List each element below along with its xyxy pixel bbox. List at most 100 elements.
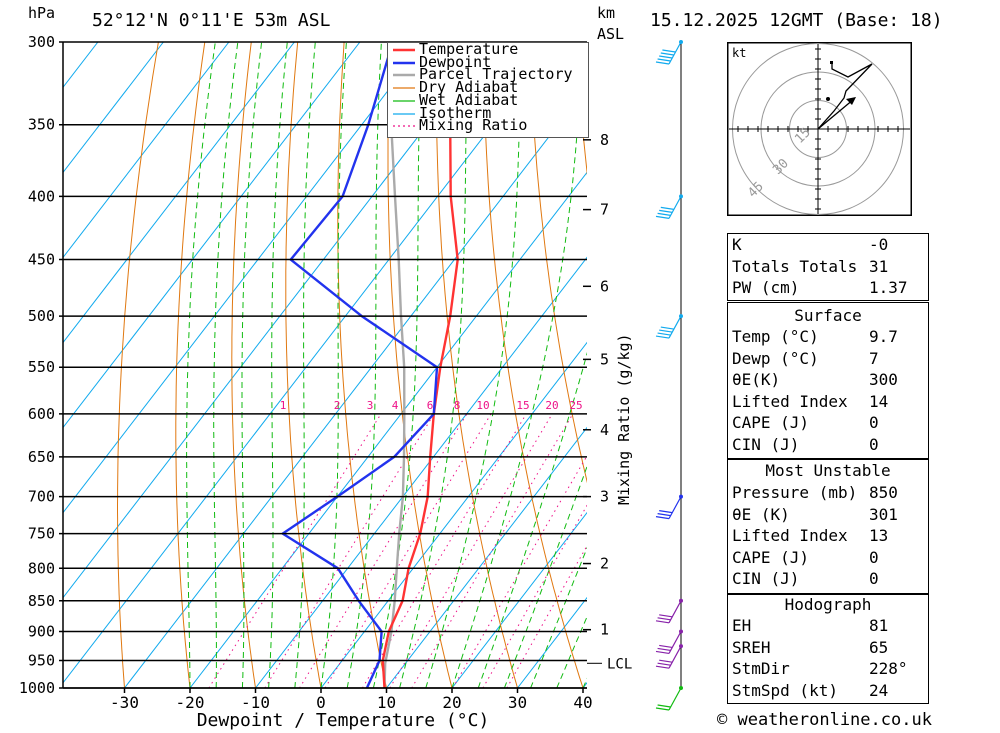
isotherm-line	[63, 42, 361, 429]
hodograph-param-label: StmSpd (kt)	[732, 680, 838, 700]
mixing-ratio-label: 20	[545, 399, 558, 412]
pressure-tick-label: 550	[28, 358, 55, 376]
x-tick-label: 20	[442, 693, 461, 712]
legend-swatch	[393, 87, 415, 89]
mixing-ratio-label: 1	[280, 399, 287, 412]
isotherm-line	[189, 171, 587, 688]
dry-adiabat	[716, 42, 720, 688]
legend-item: Parcel Trajectory	[388, 65, 588, 83]
surface-label: CAPE (J)	[732, 413, 810, 433]
hodograph-point	[826, 97, 830, 101]
legend-label: Temperature	[419, 40, 519, 58]
hodograph-param-value: 65	[869, 637, 889, 657]
isotherm-line	[255, 256, 587, 688]
hodograph-param-row: EH 81	[728, 615, 928, 637]
km-tick-label: 8	[600, 131, 609, 149]
tt-row: Totals Totals 31	[728, 256, 928, 278]
storm-motion-arrowhead	[846, 97, 856, 105]
isotherm-line	[451, 511, 587, 688]
surface-row: Lifted Index 14	[728, 391, 928, 413]
surface-value: 300	[869, 370, 898, 390]
dry-adiabat	[669, 42, 720, 688]
km-tick-label: 3	[600, 488, 609, 506]
mixing-ratio-label: 6	[427, 399, 434, 412]
legend-label: Isotherm	[419, 103, 492, 122]
pressure-tick-label: 600	[28, 405, 55, 423]
plot-area	[63, 42, 720, 688]
surface-label: Temp (°C)	[732, 327, 819, 346]
pressure-tick-label: 700	[28, 488, 55, 506]
most-unstable-title: Most Unstable	[765, 461, 891, 480]
parcel-trajectory	[383, 42, 406, 688]
isotherm-line	[63, 42, 164, 174]
mixing-ratio-label: 8	[454, 399, 461, 412]
pressure-tick-label: 450	[28, 251, 55, 269]
surface-label: CIN (J)	[732, 434, 800, 454]
surface-label: Dewp (°C)	[732, 348, 819, 368]
surface-label: Lifted Index	[732, 391, 848, 411]
most-unstable-label: Lifted Index	[732, 526, 848, 546]
surface-title: Surface	[794, 306, 862, 325]
isotherm-line	[124, 86, 587, 688]
pressure-tick-label: 300	[28, 33, 55, 51]
mixing-ratio-label: 2	[334, 399, 341, 412]
mixing-ratio-axis-label: Mixing Ratio (g/kg)	[615, 333, 633, 505]
dry-adiabat	[575, 42, 587, 176]
indices-box: K -0 Totals Totals 31 PW (cm) 1.37	[727, 233, 929, 301]
isotherm-line	[63, 42, 426, 514]
mixing-ratio-label: 15	[516, 399, 529, 412]
pressure-tick-label: 1000	[19, 679, 55, 697]
pressure-tick-label: 750	[28, 525, 55, 543]
wind-barb	[655, 315, 682, 339]
legend-label: Mixing Ratio	[419, 116, 528, 135]
surface-row: CAPE (J) 0	[728, 412, 928, 434]
legend-box: Temperature Dewpoint Parcel Trajectory Dry …	[387, 40, 589, 138]
most-unstable-row: CIN (J) 0	[728, 568, 928, 590]
km-tick-label: 5	[600, 350, 609, 368]
dry-adiabat	[623, 42, 720, 688]
dry-adiabat	[175, 42, 206, 688]
pressure-tick-label: 400	[28, 187, 55, 205]
most-unstable-label: θE (K)	[732, 504, 790, 524]
pressure-unit: hPa	[28, 4, 56, 22]
most-unstable-row: Pressure (mb) 850	[728, 482, 928, 504]
legend-item: Dry Adiabat	[388, 78, 588, 97]
dry-adiabat	[117, 42, 159, 688]
pressure-tick-label: 850	[28, 592, 55, 610]
surface-row: Dewp (°C) 7	[728, 348, 928, 370]
wind-barb	[655, 600, 682, 624]
hodograph-param-label: StmDir	[732, 659, 790, 679]
skewt-chart: 3003504004505005506006507007508008509009…	[19, 33, 720, 731]
isotherm-line	[714, 42, 720, 688]
surface-row: CIN (J) 0	[728, 434, 928, 456]
most-unstable-value: 301	[869, 504, 898, 524]
surface-value: 0	[869, 434, 879, 454]
wind-barb	[655, 645, 682, 669]
most-unstable-label: CAPE (J)	[732, 547, 810, 567]
tt-value: 31	[869, 256, 889, 276]
mixing-ratio-label: 4	[392, 399, 399, 412]
legend-item: Isotherm	[388, 103, 588, 122]
hodograph-param-label: EH	[732, 616, 752, 635]
hodograph-param-row: StmDir 228°	[728, 658, 928, 680]
pressure-tick-label: 900	[28, 622, 55, 640]
wet-adiabat	[503, 465, 587, 688]
km-tick-label: 7	[600, 201, 609, 219]
most-unstable-row: Lifted Index 13	[728, 525, 928, 547]
hodograph-param-value: 24	[869, 680, 889, 700]
legend-label: Wet Adiabat	[419, 90, 519, 109]
hodograph-param-value: 228°	[869, 659, 908, 679]
hodograph-top-marker	[830, 61, 833, 64]
hodograph-param-label: SREH	[732, 637, 771, 657]
hodograph-unit: kt	[732, 46, 746, 60]
legend-label: Dry Adiabat	[419, 78, 519, 97]
pressure-tick-label: 800	[28, 559, 55, 577]
mixing-ratio-line	[324, 413, 492, 688]
dry-adiabat	[482, 42, 584, 688]
isotherm-line	[63, 42, 492, 599]
hodograph-table-title: Hodograph	[784, 595, 872, 614]
legend-swatch	[393, 48, 415, 52]
most-unstable-box: Most Unstable Pressure (mb) 850 θE (K) 301 L…	[727, 459, 929, 594]
hodograph-trace	[817, 63, 873, 130]
